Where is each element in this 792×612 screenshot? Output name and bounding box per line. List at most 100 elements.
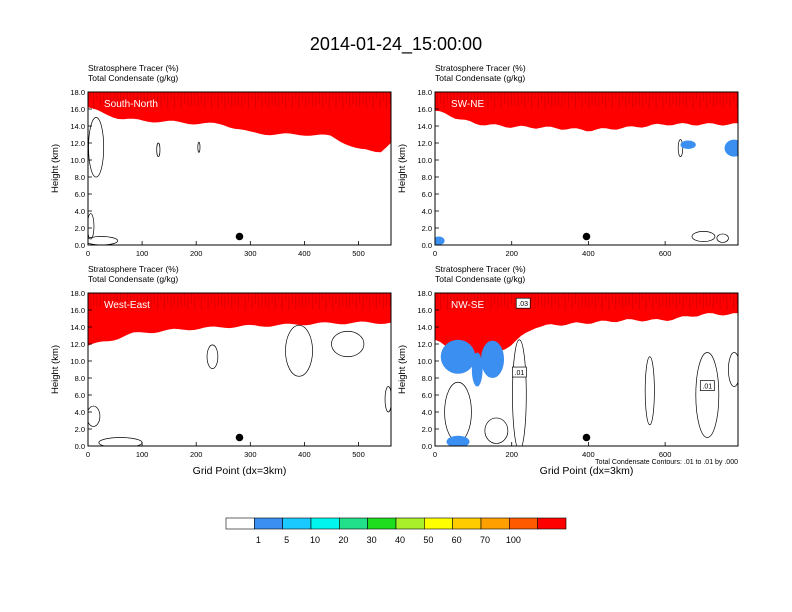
tracer-streak [527,92,529,102]
y-tick-label: 4.0 [75,207,85,216]
tracer-streak [487,92,489,109]
tracer-streak [443,92,445,109]
tracer-streak [342,92,344,109]
tracer-streak [382,92,384,102]
low-tracer-patch [471,352,483,387]
tracer-streak [655,293,657,304]
tracer-streak [534,293,536,309]
condensate-contour [691,231,716,242]
tracer-streak [146,293,149,305]
tracer-streak [345,92,347,103]
tracer-streak [716,92,718,106]
tracer-streak [103,92,105,104]
y-tick-label: 14.0 [70,122,85,131]
tracer-streak [568,293,570,302]
tracer-streak [615,293,617,310]
tracer-streak [524,293,526,301]
y-tick-label: 10.0 [70,357,85,366]
tracer-streak [514,293,516,310]
tracer-streak [305,293,307,308]
tracer-streak [180,293,182,307]
y-tick-label: 8.0 [422,374,432,383]
y-tick-label: 16.0 [417,105,432,114]
tracer-streak [254,293,256,305]
colorbar-label: 20 [338,535,348,545]
tracer-streak [116,293,118,301]
tracer-streak [722,293,724,302]
x-tick-label: 400 [298,249,311,258]
tracer-streak [497,92,499,101]
tracer-streak [116,92,118,108]
tracer-streak [369,92,371,102]
tracer-streak [291,293,293,304]
y-tick-label: 14.0 [417,323,432,332]
panel-header-line: Total Condensate (g/kg) [88,73,178,83]
tracer-streak [507,293,509,309]
y-tick-label: 10.0 [417,156,432,165]
tracer-streak [264,92,266,104]
y-axis-label: Height (km) [50,144,61,193]
colorbar-label: 5 [284,535,289,545]
tracer-streak [146,92,149,105]
tracer-streak [695,92,698,100]
low-tracer-patch [680,140,696,149]
tracer-streak [335,92,337,109]
tracer-streak [561,92,563,108]
y-tick-label: 4.0 [422,408,432,417]
x-tick-label: 200 [190,450,203,459]
tracer-streak [672,92,674,105]
x-tick-label: 500 [352,249,365,258]
contour-label-box [515,297,531,309]
tracer-streak [621,293,624,308]
tracer-streak [315,293,317,304]
tracer-streak [311,92,314,107]
tracer-streak [662,293,664,307]
tracer-streak [120,92,122,103]
panel-label: West-East [104,300,150,311]
y-tick-label: 2.0 [422,425,432,434]
tracer-streak [345,293,347,307]
tracer-streak [611,293,613,303]
tracer-streak [136,293,138,307]
tracer-streak [440,293,442,310]
tracer-streak [480,293,482,301]
tracer-streak [574,92,576,109]
tracer-streak [375,293,377,310]
tracer-streak [389,293,391,306]
tracer-streak [285,293,287,301]
tracer-streak [207,92,209,101]
tracer-streak [160,293,162,300]
tracer-streak [584,293,586,307]
tracer-streak [453,92,455,100]
y-tick-label: 2.0 [422,224,432,233]
tracer-streak [167,92,169,109]
tracer-streak [618,293,620,306]
panel-label: SW-NE [451,99,484,110]
tracer-streak [109,293,112,304]
tracer-streak [177,293,179,308]
tracer-streak [109,92,112,106]
low-tracer-patch [446,435,470,446]
tracer-streak [163,92,165,102]
tracer-streak [490,293,492,310]
tracer-streak [669,293,671,308]
tracer-streak [301,92,303,102]
y-tick-label: 16.0 [70,306,85,315]
tracer-streak [187,92,189,108]
colorbar-swatch [254,517,283,530]
tracer-streak [712,92,714,108]
tracer-streak [564,92,566,103]
tracer-streak [123,293,125,302]
x-tick-label: 0 [86,249,90,258]
tracer-band [88,92,391,153]
y-axis-label: Height (km) [50,345,61,394]
y-tick-label: 18.0 [70,289,85,298]
tracer-streak [446,92,448,101]
tracer-streak [709,293,711,307]
tracer-streak [328,92,330,109]
x-tick-label: 0 [433,249,437,258]
colorbar-swatch [509,517,538,530]
colorbar-label: 70 [480,535,490,545]
tracer-streak [251,293,253,310]
